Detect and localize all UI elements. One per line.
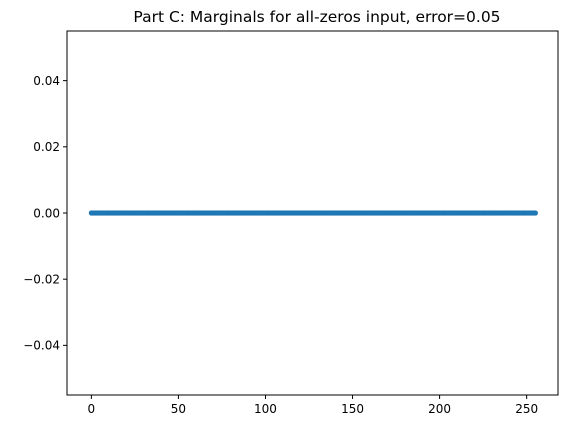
y-tick-label: 0.04 xyxy=(33,74,60,88)
x-tick-label: 50 xyxy=(171,402,186,416)
x-axis: 0 50 100 150 200 250 xyxy=(88,395,538,416)
y-tick-label: 0.02 xyxy=(33,140,60,154)
chart-title: Part C: Marginals for all-zeros input, e… xyxy=(133,8,500,26)
data-point xyxy=(532,210,538,216)
x-tick-label: 100 xyxy=(254,402,277,416)
y-tick-label: −0.04 xyxy=(23,339,60,353)
y-axis: 0.04 0.02 0.00 −0.02 −0.04 xyxy=(23,74,67,353)
x-tick-label: 200 xyxy=(428,402,451,416)
y-tick-label: −0.02 xyxy=(23,272,60,286)
plot-frame xyxy=(66,30,559,396)
plot-area xyxy=(88,210,538,216)
x-tick-label: 250 xyxy=(515,402,538,416)
x-tick-label: 0 xyxy=(88,402,96,416)
y-tick-label: 0.00 xyxy=(33,206,60,220)
x-tick-label: 150 xyxy=(341,402,364,416)
